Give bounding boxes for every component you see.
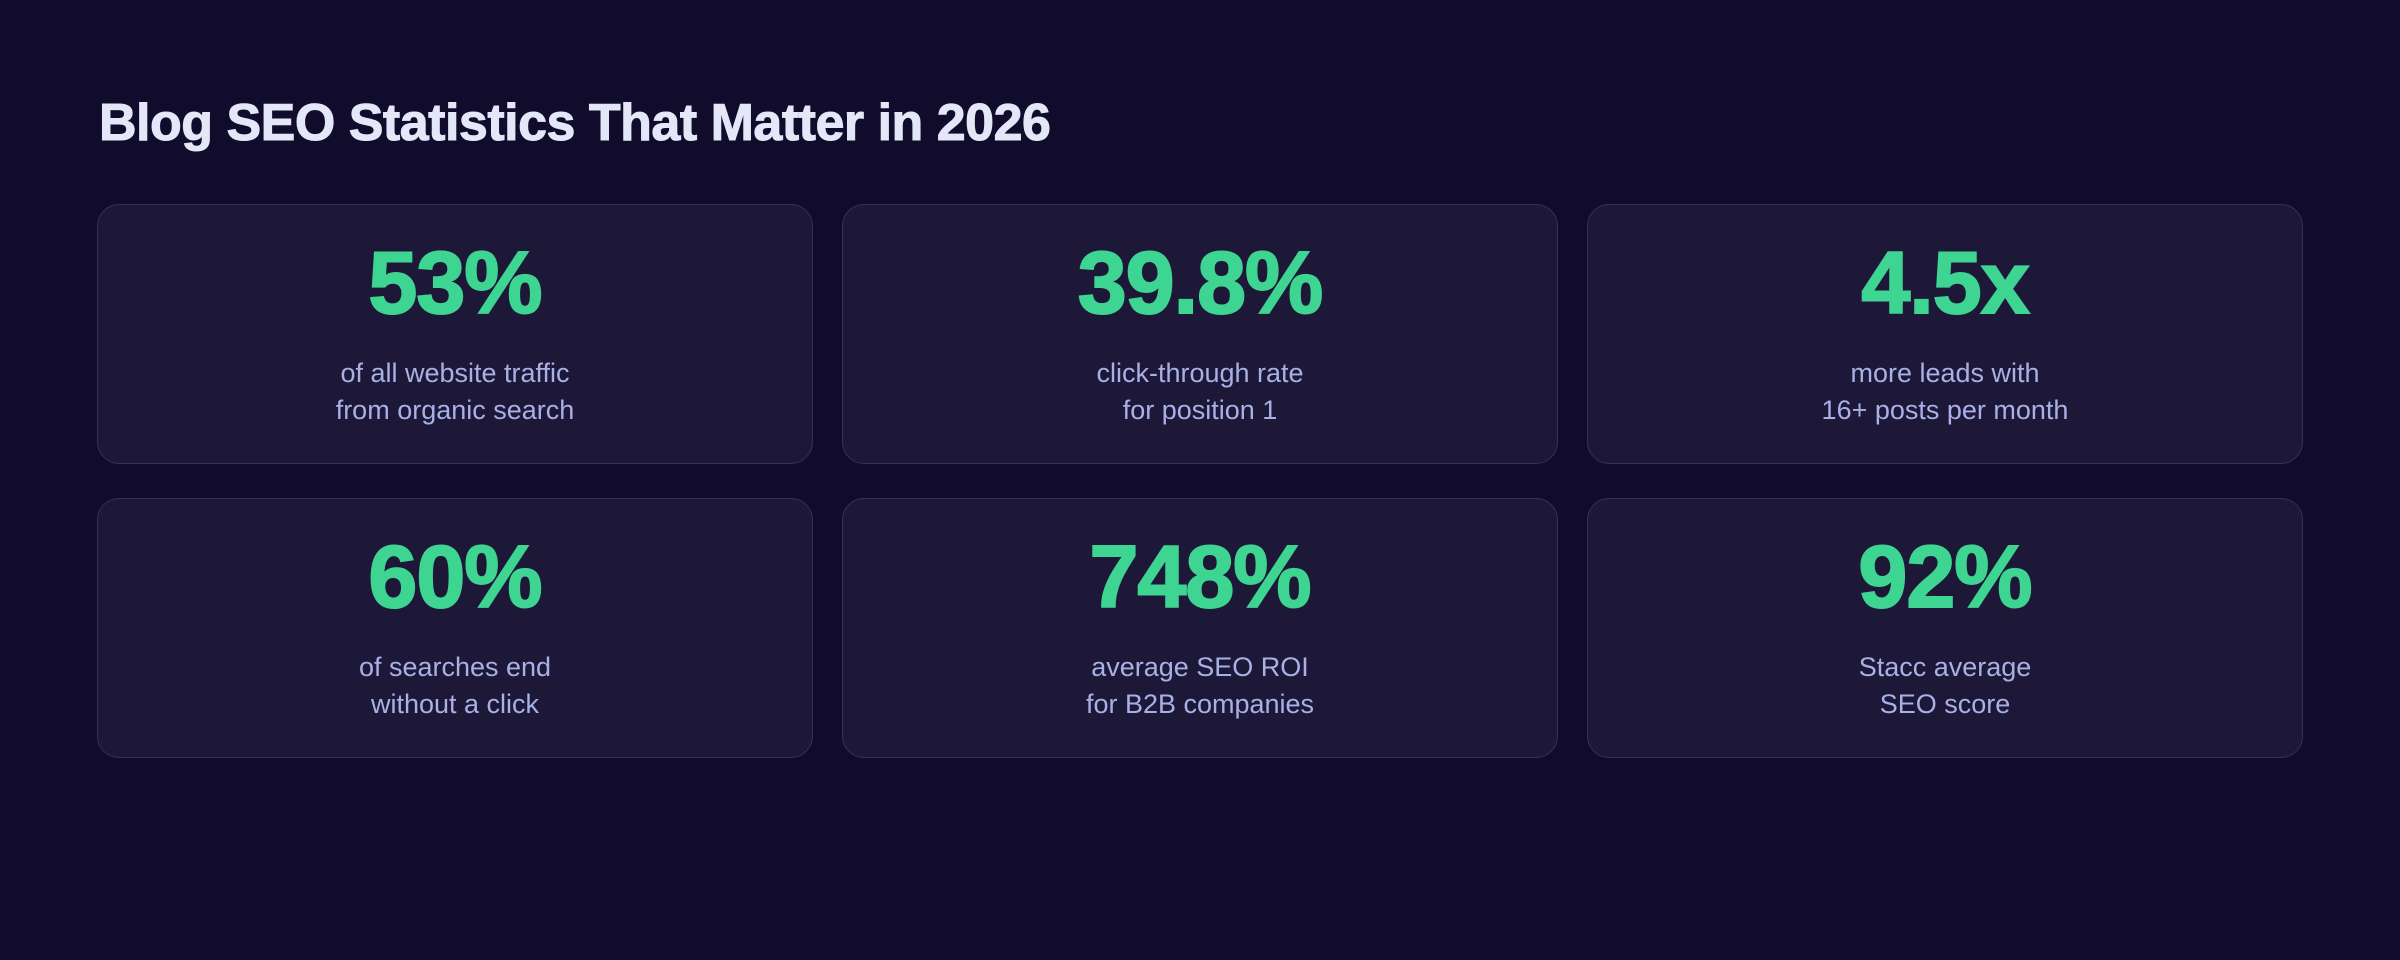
stat-card-ctr-position1: 39.8% click-through rate for position 1 <box>842 203 1558 464</box>
stat-label-line1: of all website traffic <box>340 357 570 388</box>
stat-label: of all website traffic from organic sear… <box>336 355 575 429</box>
stats-grid: 53% of all website traffic from organic … <box>97 203 2303 758</box>
stat-card-seo-roi: 748% average SEO ROI for B2B companies <box>842 497 1558 758</box>
stat-value: 60% <box>367 526 543 626</box>
stat-label-line2: for position 1 <box>1122 394 1278 425</box>
stat-label-line1: average SEO ROI <box>1091 651 1309 682</box>
stat-label-line1: more leads with <box>1850 357 2040 388</box>
stat-value: 53% <box>367 232 543 332</box>
stat-value: 4.5x <box>1860 232 2030 332</box>
stat-label: click-through rate for position 1 <box>1096 355 1303 429</box>
stat-label-line1: click-through rate <box>1096 357 1304 388</box>
stat-label: average SEO ROI for B2B companies <box>1086 649 1314 723</box>
stat-label: of searches end without a click <box>359 649 551 723</box>
stat-value: 748% <box>1088 526 1312 626</box>
stat-label: Stacc average SEO score <box>1859 649 2032 723</box>
stat-label-line2: without a click <box>370 688 540 719</box>
stat-value: 92% <box>1857 526 2033 626</box>
stat-label-line1: Stacc average <box>1858 651 2032 682</box>
stat-label-line2: for B2B companies <box>1085 688 1315 719</box>
page-title: Blog SEO Statistics That Matter in 2026 <box>99 94 1052 153</box>
stat-card-organic-traffic: 53% of all website traffic from organic … <box>97 203 813 464</box>
stat-label-line1: of searches end <box>358 651 552 682</box>
stats-section: Blog SEO Statistics That Matter in 2026 … <box>0 94 2400 758</box>
stat-label-line2: SEO score <box>1879 688 2011 719</box>
stat-card-zero-click: 60% of searches end without a click <box>97 497 813 758</box>
stat-label-line2: 16+ posts per month <box>1821 394 2069 425</box>
stat-label: more leads with 16+ posts per month <box>1822 355 2069 429</box>
stat-label-line2: from organic search <box>335 394 575 425</box>
stat-card-stacc-score: 92% Stacc average SEO score <box>1587 497 2303 758</box>
stat-card-more-leads: 4.5x more leads with 16+ posts per month <box>1587 203 2303 464</box>
stat-value: 39.8% <box>1077 232 1325 332</box>
